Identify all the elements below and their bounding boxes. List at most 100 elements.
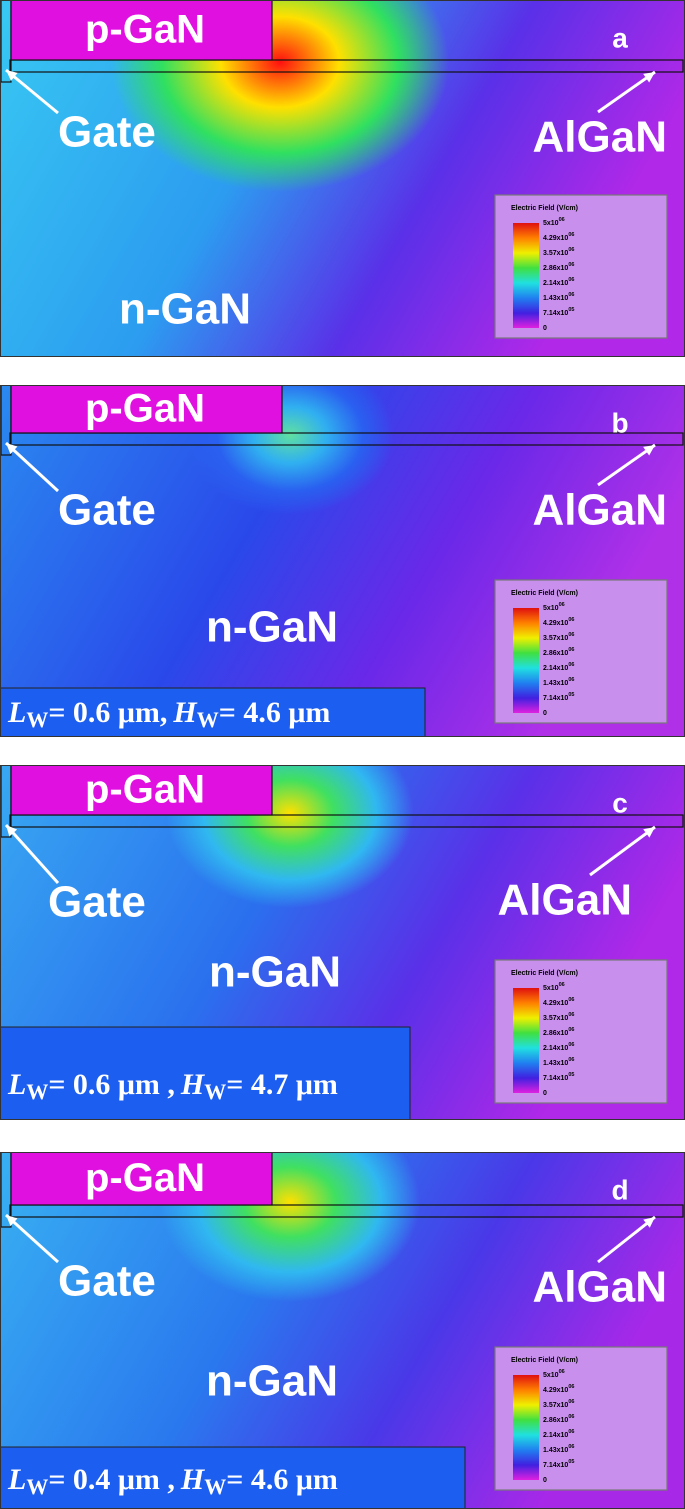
panel: p-GaN a Gate AlGaN n-GaN Electric Field (V/cm…: [0, 0, 685, 357]
legend-tick-base: 2.14x10: [543, 1432, 568, 1439]
legend-tick: 4.29x1006: [543, 997, 574, 1006]
colorbar: [513, 223, 539, 328]
caption-h-sub: W: [197, 707, 219, 732]
legend-tick: 4.29x1006: [543, 232, 574, 241]
legend-tick-base: 2.14x10: [543, 665, 568, 672]
caption-h-sub: W: [204, 1474, 226, 1499]
legend-tick-base: 3.57x10: [543, 1402, 568, 1409]
legend-tick-exponent: 06: [568, 1429, 574, 1435]
legend-tick: 3.57x1006: [543, 247, 574, 256]
legend-tick-exponent: 06: [568, 1042, 574, 1048]
legend-tick: 4.29x1006: [543, 1384, 574, 1393]
arrow-head: [643, 1217, 655, 1228]
legend-tick: 2.14x1006: [543, 662, 574, 671]
p-gan-region: [10, 765, 273, 816]
algan-label: AlGaN: [498, 876, 632, 925]
legend-tick-base: 2.86x10: [543, 1417, 568, 1424]
legend-tick-base: 5x10: [543, 605, 559, 612]
legend-tick-exponent: 06: [568, 1399, 574, 1405]
dimension-caption: LW= 0.4 μm , HW= 4.6 μm: [7, 1463, 338, 1499]
legend-tick-exponent: 06: [568, 1012, 574, 1018]
legend-tick-exponent: 06: [559, 217, 565, 223]
legend-tick-exponent: 06: [568, 647, 574, 653]
legend-tick: 1.43x1006: [543, 1057, 574, 1066]
colorbar: [513, 1375, 539, 1480]
arrow: [4, 1213, 60, 1264]
arrow-head: [643, 827, 655, 838]
legend-tick-exponent: 06: [568, 997, 574, 1003]
legend-tick-exponent: 06: [568, 1414, 574, 1420]
legend-tick-exponent: 06: [559, 602, 565, 608]
gate-label: Gate: [58, 108, 156, 157]
legend-tick: 5x1006: [543, 217, 565, 226]
caption-h-value: = 4.6 μm: [226, 1463, 338, 1496]
gate-label: Gate: [48, 878, 146, 927]
legend-tick: 7.14x1005: [543, 1459, 574, 1468]
legend-tick: 7.14x1005: [543, 307, 574, 316]
n-gan-label: n-GaN: [206, 603, 338, 652]
p-gan-label: p-GaN: [85, 387, 205, 431]
p-gan-label: p-GaN: [85, 768, 205, 812]
panel-letter: b: [611, 407, 628, 438]
dimension-caption: LW= 0.6 μm, HW= 4.6 μm: [7, 696, 330, 732]
legend-tick: 1.43x1006: [543, 292, 574, 301]
arrow-head: [6, 825, 18, 837]
legend-tick-exponent: 06: [568, 632, 574, 638]
panel: p-GaN d Gate AlGaN n-GaN Electric Field (V/cm…: [0, 1152, 685, 1509]
arrow-head: [643, 72, 655, 83]
legend-tick-base: 7.14x10: [543, 1462, 568, 1469]
legend-tick-base: 7.14x10: [543, 1075, 568, 1082]
panel: p-GaN c Gate AlGaN n-GaN Electric Field (V/cm…: [0, 765, 685, 1120]
legend-tick-exponent: 05: [568, 692, 574, 698]
caption-l: L: [7, 1463, 26, 1496]
wall-region: [0, 1026, 411, 1120]
legend-tick: 2.86x1006: [543, 1414, 574, 1423]
legend-tick: 2.86x1006: [543, 1027, 574, 1036]
legend-title: Electric Field (V/cm): [511, 590, 578, 597]
legend-tick-base: 4.29x10: [543, 1000, 568, 1007]
legend-title: Electric Field (V/cm): [511, 970, 578, 977]
legend-tick: 0: [543, 710, 547, 717]
caption-h: H: [180, 1463, 206, 1496]
legend-tick-exponent: 06: [568, 662, 574, 668]
arrow: [4, 441, 60, 493]
legend-tick-base: 2.86x10: [543, 650, 568, 657]
legend-tick-base: 2.14x10: [543, 1045, 568, 1052]
algan-layer: [9, 1204, 684, 1218]
legend-tick-base: 5x10: [543, 1372, 559, 1379]
legend-tick-base: 1.43x10: [543, 680, 568, 687]
legend-tick-exponent: 06: [559, 982, 565, 988]
caption-l: L: [7, 696, 26, 729]
caption-h: H: [180, 1068, 206, 1101]
arrow: [4, 823, 60, 885]
legend-tick-base: 5x10: [543, 220, 559, 227]
legend-tick-exponent: 06: [568, 617, 574, 623]
legend-tick-base: 3.57x10: [543, 1015, 568, 1022]
caption-l-sub: W: [26, 1474, 48, 1499]
legend-tick-base: 2.86x10: [543, 1030, 568, 1037]
caption-h-value: = 4.6 μm: [219, 696, 331, 729]
legend-tick-exponent: 05: [568, 1072, 574, 1078]
caption-l: L: [7, 1068, 26, 1101]
algan-label: AlGaN: [533, 486, 667, 535]
colorbar: [513, 608, 539, 713]
legend-tick-base: 2.14x10: [543, 280, 568, 287]
legend-tick: 2.86x1006: [543, 262, 574, 271]
legend-tick-exponent: 06: [568, 1057, 574, 1063]
legend-tick-base: 1.43x10: [543, 1060, 568, 1067]
arrow: [597, 1215, 656, 1264]
gate-label: Gate: [58, 486, 156, 535]
legend-tick: 2.14x1006: [543, 277, 574, 286]
legend-tick-base: 3.57x10: [543, 635, 568, 642]
legend-tick: 5x1006: [543, 602, 565, 611]
legend-tick-base: 1.43x10: [543, 295, 568, 302]
p-gan-region: [10, 1152, 273, 1206]
caption-h-value: = 4.7 μm: [226, 1068, 338, 1101]
caption-l-sub: W: [26, 707, 48, 732]
legend-tick-exponent: 05: [568, 1459, 574, 1465]
panel-letter: a: [612, 22, 628, 53]
legend-tick-exponent: 06: [568, 277, 574, 283]
caption-l-value: = 0.6 μm ,: [48, 1068, 175, 1101]
legend-title: Electric Field (V/cm): [511, 1357, 578, 1364]
